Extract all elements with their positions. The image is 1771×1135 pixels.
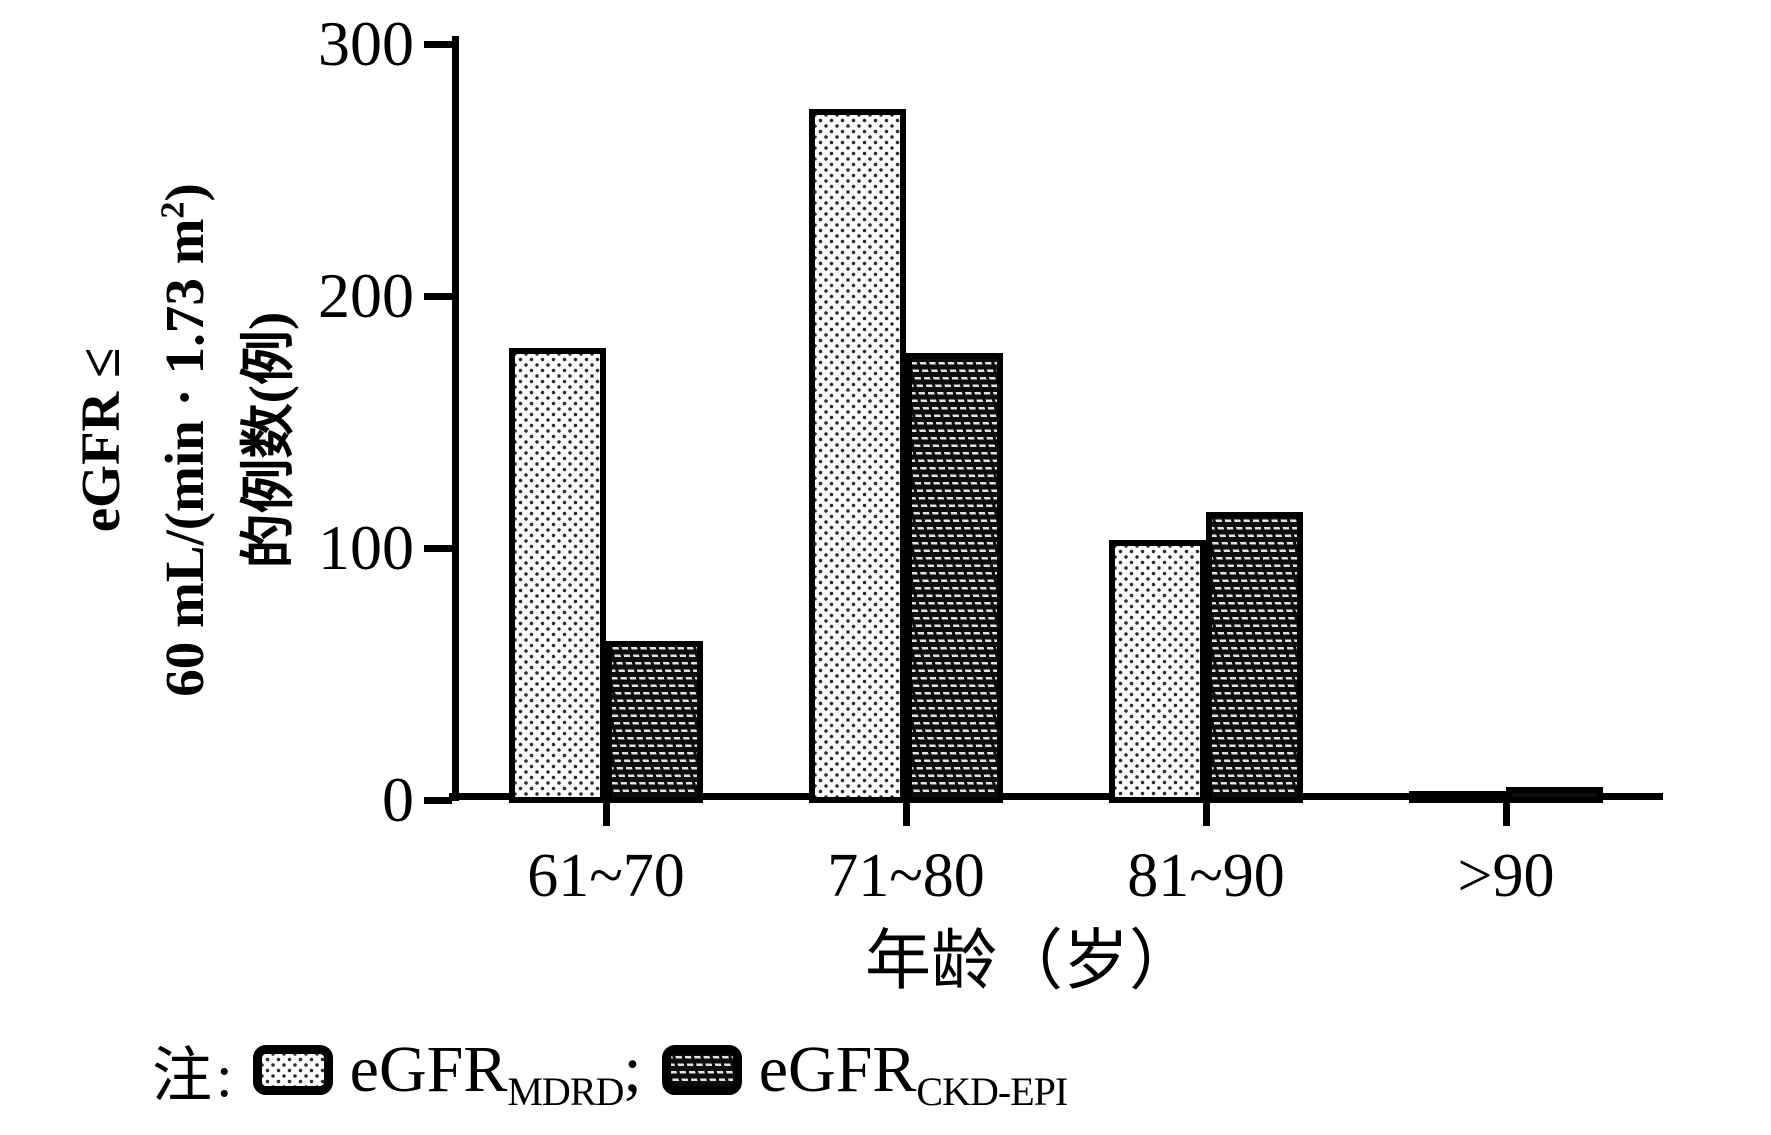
y-tick-mark-100 bbox=[424, 545, 452, 552]
y-axis-title-line1: eGFR ≤ bbox=[70, 347, 131, 533]
x-tick-mark-61-70 bbox=[603, 798, 610, 826]
y-tick-mark-300 bbox=[424, 41, 452, 48]
bar-egfr-ckd-epi-61-70 bbox=[606, 641, 703, 803]
legend-entry-ckd-epi: eGFRCKD-EPI bbox=[758, 1033, 1068, 1114]
x-axis-title: 年龄（岁） bbox=[865, 925, 1195, 998]
legend-note-label: 注: bbox=[152, 1042, 237, 1109]
x-tick-label-gt90: >90 bbox=[1457, 842, 1555, 910]
y-tick-label-200: 200 bbox=[318, 260, 414, 331]
x-tick-mark-71-80 bbox=[903, 798, 910, 826]
bar-egfr-mdrd-61-70 bbox=[509, 348, 606, 803]
y-axis-title-line2: 60 mL/(min · 1.73 m2) bbox=[154, 183, 215, 697]
bar-egfr-mdrd-81-90 bbox=[1109, 540, 1206, 803]
legend-sub-ckd-epi: CKD-EPI bbox=[916, 1069, 1068, 1114]
x-tick-label-81-90: 81~90 bbox=[1127, 842, 1285, 910]
y-tick-label-300: 300 bbox=[318, 8, 414, 79]
squared-superscript: 2 bbox=[154, 201, 192, 219]
bar-egfr-mdrd-71-80 bbox=[809, 109, 906, 803]
legend-entry-mdrd: eGFRMDRD; bbox=[349, 1033, 642, 1114]
x-tick-mark-81-90 bbox=[1203, 798, 1210, 826]
x-tick-label-71-80: 71~80 bbox=[827, 842, 985, 910]
y-tick-mark-200 bbox=[424, 293, 452, 300]
bar-egfr-ckd-epi-71-80 bbox=[906, 353, 1003, 803]
y-tick-label-0: 0 bbox=[382, 764, 414, 835]
y-tick-mark-0 bbox=[424, 797, 452, 804]
bar-egfr-ckd-epi-gt90 bbox=[1506, 787, 1603, 803]
bar-egfr-mdrd-gt90 bbox=[1409, 791, 1506, 803]
x-tick-label-61-70: 61~70 bbox=[527, 842, 685, 910]
y-axis-line bbox=[452, 36, 459, 801]
bar-egfr-ckd-epi-81-90 bbox=[1206, 512, 1303, 803]
legend-sub-mdrd: MDRD bbox=[507, 1069, 624, 1114]
x-axis-line bbox=[449, 793, 1663, 800]
legend-swatch-mdrd bbox=[252, 1045, 333, 1095]
y-tick-label-100: 100 bbox=[318, 512, 414, 583]
x-tick-mark-gt90 bbox=[1503, 798, 1510, 826]
legend: 注: eGFRMDRD; eGFRCKD-EPI bbox=[152, 1022, 1087, 1118]
legend-swatch-ckd-epi bbox=[661, 1045, 742, 1095]
